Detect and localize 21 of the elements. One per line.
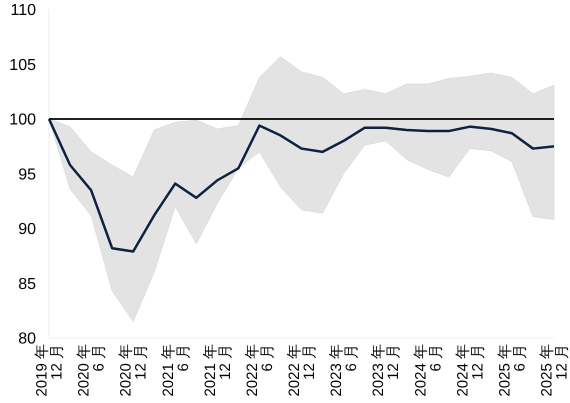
x-tick-label: 2020 年 12 月	[118, 344, 150, 397]
y-tick-label: 95	[18, 166, 36, 184]
y-tick-label: 80	[18, 330, 36, 348]
y-tick-label: 85	[18, 276, 36, 293]
y-tick-label: 100	[9, 112, 36, 129]
x-tick-label: 2023 年 12 月	[370, 344, 402, 397]
line-series	[48, 118, 556, 253]
x-tick-label: 2021 年 6 月	[160, 344, 192, 397]
y-tick-label: 110	[10, 2, 36, 20]
y-tick-label: 105	[9, 56, 36, 74]
x-tick-label: 2025 年 6 月	[496, 344, 528, 397]
x-tick-label: 2022 年 6 月	[244, 344, 276, 397]
x-tick-label: 2023 年 6 月	[328, 344, 360, 397]
x-tick-label: 2020 年 6 月	[76, 344, 108, 397]
x-tick-label: 2019 年 12 月	[34, 344, 66, 397]
x-tick-label: 2025 年 12 月	[538, 344, 570, 397]
x-tick-label: 2022 年 12 月	[286, 344, 318, 397]
x-tick-label: 2021 年 12 月	[202, 344, 234, 397]
y-tick-label: 90	[18, 221, 36, 238]
x-tick-label: 2024 年 6 月	[412, 344, 444, 397]
x-tick-label: 2024 年 12 月	[454, 344, 486, 397]
